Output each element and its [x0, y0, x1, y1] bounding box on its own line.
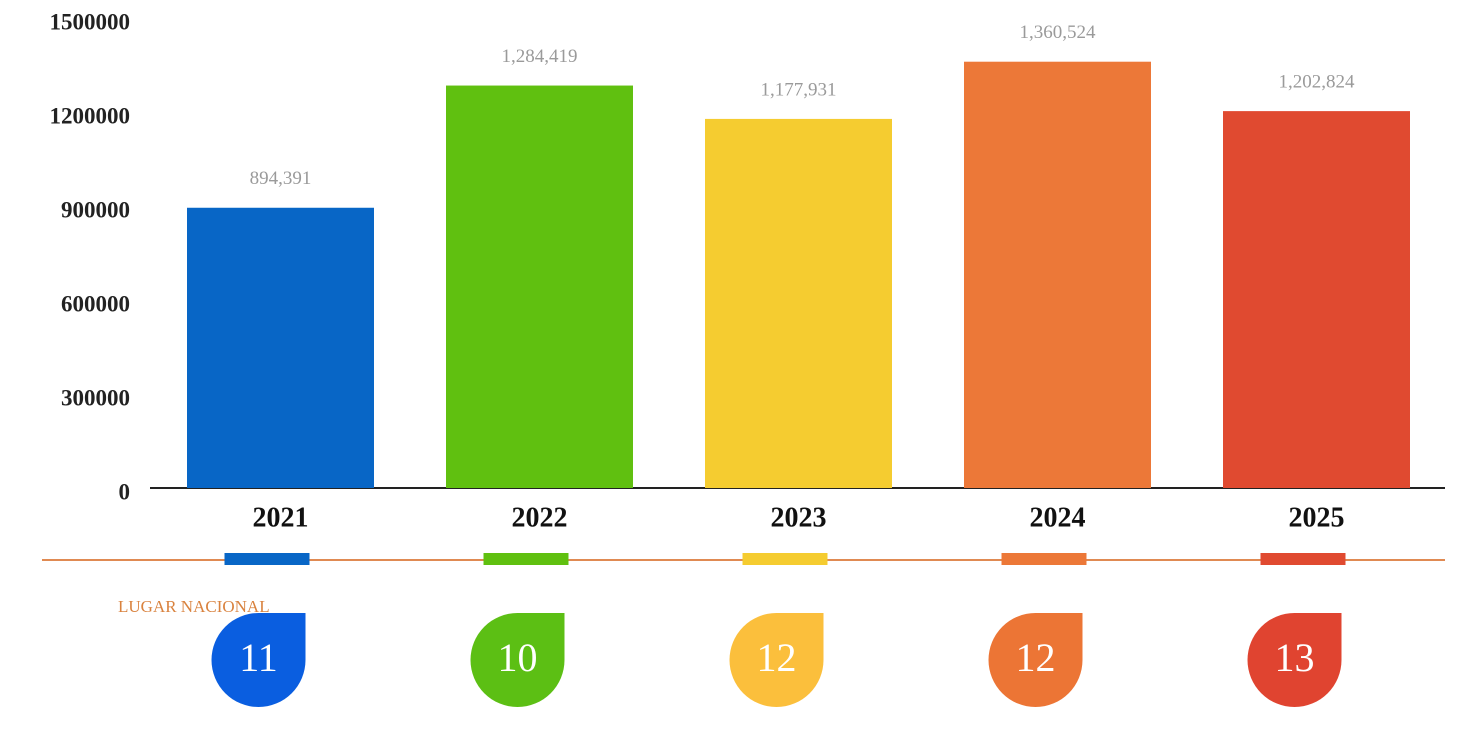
x-tick-label: 2024: [1030, 502, 1086, 533]
legend-swatch: [224, 553, 310, 565]
x-tick-label: 2021: [253, 502, 309, 533]
value-label: 894,391: [250, 168, 312, 189]
bar: [187, 207, 374, 488]
legend-swatch: [1001, 553, 1087, 565]
ranking-title: LUGAR NACIONAL: [118, 597, 270, 616]
x-tick-label: 2025: [1289, 502, 1345, 533]
rank-value: 13: [1275, 635, 1315, 680]
legend-swatch: [1260, 553, 1346, 565]
value-label: 1,177,931: [761, 79, 837, 100]
y-tick-label: 600000: [61, 291, 130, 316]
legend-swatch: [742, 553, 828, 565]
bar: [964, 61, 1151, 488]
bar: [1223, 111, 1410, 488]
x-tick-label: 2023: [771, 502, 827, 533]
bar: [705, 118, 892, 489]
rank-badge: [470, 613, 565, 707]
rank-badge: [729, 613, 824, 707]
bar: [446, 85, 633, 489]
y-tick-label: 1200000: [50, 103, 131, 128]
y-tick-label: 1500000: [50, 9, 131, 34]
legend-swatch: [483, 553, 569, 565]
rank-value: 12: [757, 635, 797, 680]
rank-badge: [988, 613, 1083, 707]
value-label: 1,284,419: [502, 46, 578, 67]
y-tick-label: 900000: [61, 197, 130, 222]
x-tick-label: 2022: [512, 502, 568, 533]
rank-value: 10: [498, 635, 538, 680]
rank-badge: [1247, 613, 1342, 707]
y-tick-label: 300000: [61, 385, 130, 410]
value-label: 1,202,824: [1279, 71, 1356, 92]
rank-badge: [211, 613, 306, 707]
rank-value: 11: [239, 635, 278, 680]
rank-value: 12: [1016, 635, 1056, 680]
value-label: 1,360,524: [1020, 22, 1097, 43]
y-tick-label: 0: [119, 479, 131, 504]
